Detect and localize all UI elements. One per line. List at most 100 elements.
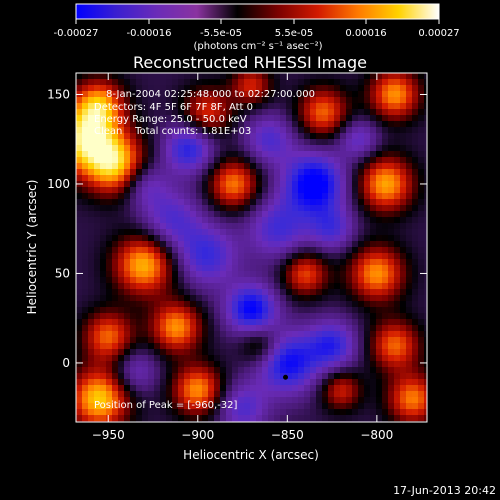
heatmap-cell [208,103,215,110]
heatmap-cell [202,343,209,350]
heatmap-cell [424,289,427,296]
heatmap-cell [286,343,293,350]
heatmap-cell [328,241,335,248]
heatmap-cell [418,271,425,278]
heatmap-cell [226,403,233,410]
heatmap-cell [268,319,275,326]
heatmap-cell [244,145,251,152]
heatmap-cell [424,271,427,278]
heatmap-cell [268,121,275,128]
heatmap-cell [196,337,203,344]
heatmap-cell [148,145,155,152]
heatmap-cell [304,109,311,116]
heatmap-cell [322,109,329,116]
heatmap-cell [142,373,149,380]
heatmap-cell [190,253,197,260]
heatmap-cell [112,229,119,236]
heatmap-cell [226,397,233,404]
heatmap-cell [220,415,227,422]
heatmap-cell [262,157,269,164]
heatmap-cell [190,385,197,392]
heatmap-cell [238,409,245,416]
heatmap-cell [370,289,377,296]
heatmap-cell [352,325,359,332]
heatmap-cell [274,253,281,260]
heatmap-cell [94,133,101,140]
heatmap-cell [370,379,377,386]
heatmap-cell [364,295,371,302]
heatmap-cell [154,355,161,362]
heatmap-cell [178,133,185,140]
heatmap-cell [352,103,359,110]
heatmap-cell [382,139,389,146]
heatmap-cell [160,187,167,194]
heatmap-cell [94,385,101,392]
heatmap-cell [118,157,125,164]
heatmap-cell [148,97,155,104]
heatmap-cell [220,385,227,392]
heatmap-cell [154,259,161,266]
heatmap-cell [244,103,251,110]
heatmap-cell [256,187,263,194]
heatmap-cell [154,415,161,422]
heatmap-cell [268,307,275,314]
heatmap-cell [172,217,179,224]
heatmap-cell [346,349,353,356]
heatmap-cell [262,73,269,80]
heatmap-cell [214,367,221,374]
heatmap-cell [310,403,317,410]
heatmap-cell [238,115,245,122]
heatmap-cell [160,145,167,152]
heatmap-cell [388,415,395,422]
heatmap-cell [412,253,419,260]
heatmap-cell [106,337,113,344]
heatmap-cell [316,139,323,146]
heatmap-cell [142,73,149,80]
heatmap-cell [346,151,353,158]
heatmap-cell [262,151,269,158]
heatmap-cell [334,289,341,296]
heatmap-cell [172,277,179,284]
heatmap-cell [136,385,143,392]
heatmap-cell [352,283,359,290]
heatmap-cell [412,205,419,212]
heatmap-cell [328,265,335,272]
heatmap-cell [172,307,179,314]
heatmap-cell [256,313,263,320]
heatmap-cell [160,247,167,254]
heatmap-cell [322,175,329,182]
heatmap-cell [394,115,401,122]
heatmap-cell [364,325,371,332]
heatmap-cell [400,229,407,236]
heatmap-cell [412,175,419,182]
heatmap-cell [340,283,347,290]
heatmap-cell [112,217,119,224]
heatmap-cell [178,109,185,116]
heatmap-cell [298,175,305,182]
heatmap-cell [178,169,185,176]
heatmap-cell [220,325,227,332]
heatmap-cell [100,349,107,356]
heatmap-cell [82,163,89,170]
heatmap-cell [268,403,275,410]
heatmap-cell [310,325,317,332]
heatmap-cell [370,415,377,422]
heatmap-cell [274,415,281,422]
heatmap-cell [208,283,215,290]
heatmap-cell [406,139,413,146]
heatmap-cell [346,415,353,422]
heatmap-cell [322,139,329,146]
heatmap-cell [190,115,197,122]
heatmap-cell [190,205,197,212]
heatmap-cell [178,97,185,104]
heatmap-cell [160,157,167,164]
heatmap-cell [292,409,299,416]
heatmap-cell [238,145,245,152]
heatmap-cell [238,301,245,308]
heatmap-cell [238,175,245,182]
heatmap-cell [298,229,305,236]
heatmap-cell [94,85,101,92]
heatmap-cell [88,313,95,320]
heatmap-cell [154,217,161,224]
heatmap-cell [412,265,419,272]
